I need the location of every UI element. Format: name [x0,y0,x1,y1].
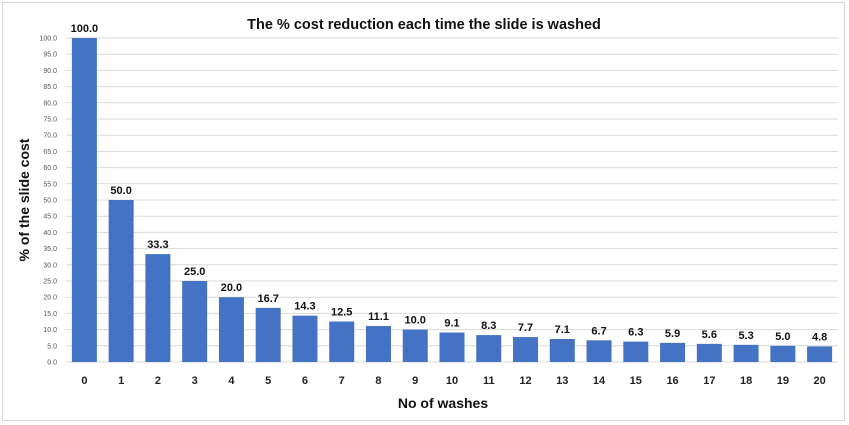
bar [586,340,612,362]
x-tick-label: 8 [375,375,381,387]
y-tick-label: 50.0 [43,198,57,205]
bar [733,344,759,362]
y-tick-label: 80.0 [43,100,57,107]
bar [660,342,686,362]
data-label: 25.0 [184,266,205,278]
bar [807,346,833,362]
data-label: 8.3 [481,320,496,332]
data-label: 11.1 [368,311,389,323]
bar [182,281,208,362]
x-tick-label: 9 [412,375,418,387]
y-tick-label: 15.0 [43,311,57,318]
bar [255,307,281,362]
bar [439,332,465,362]
x-tick-label: 4 [228,375,235,387]
x-tick-label: 13 [556,375,568,387]
y-axis-ticks: 0.0 5.0 10.0 15.0 20.0 25.0 30.0 35.0 40.0 45.0 50… [39,36,57,367]
y-tick-label: 70.0 [43,133,57,140]
x-tick-label: 6 [302,375,308,387]
y-tick-label: 85.0 [43,84,57,91]
data-label: 10.0 [405,315,426,327]
bar [770,345,796,362]
y-tick-label: 75.0 [43,117,57,124]
data-label: 5.9 [665,328,680,340]
x-tick-label: 20 [813,375,825,387]
y-tick-label: 10.0 [43,327,57,334]
y-tick-label: 90.0 [43,68,57,75]
y-tick-label: 5.0 [47,343,57,350]
y-tick-label: 45.0 [43,214,57,221]
y-tick-label: 35.0 [43,246,57,253]
x-axis-title: No of washes [398,395,488,411]
bar [549,338,575,362]
y-tick-label: 40.0 [43,230,57,237]
bar [513,337,539,362]
bar [696,343,722,362]
y-tick-label: 25.0 [43,279,57,286]
y-tick-label: 0.0 [47,360,57,367]
x-tick-label: 3 [192,375,198,387]
y-tick-label: 65.0 [43,149,57,156]
bar [108,200,134,362]
data-label: 6.7 [591,325,606,337]
x-tick-label: 1 [118,375,124,387]
data-label: 14.3 [294,301,315,313]
bar [292,315,318,362]
data-label: 9.1 [444,318,459,330]
x-axis-ticks: 0 1 2 3 4 5 6 7 8 9 10 11 12 13 14 15 16 17 18 19 20 [81,375,825,387]
y-tick-label: 30.0 [43,262,57,269]
data-label: 7.1 [555,324,570,336]
bar [218,297,244,362]
data-labels: 100.0 50.0 33.3 25.0 20.0 16.7 14.3 12.5 11.1 10.… [71,23,828,343]
y-tick-label: 100.0 [39,36,57,43]
bar [623,341,649,362]
y-tick-label: 60.0 [43,165,57,172]
bars [71,38,833,362]
x-tick-label: 18 [740,375,752,387]
x-tick-label: 15 [630,375,642,387]
data-label: 12.5 [331,307,352,319]
data-label: 50.0 [110,185,131,197]
y-axis-title: % of the slide cost [16,138,32,261]
bar [402,329,428,362]
data-label: 5.0 [775,331,790,343]
bar [145,254,171,362]
data-label: 100.0 [71,23,99,35]
data-label: 5.6 [702,329,717,341]
x-tick-label: 16 [666,375,678,387]
data-label: 33.3 [147,239,168,251]
y-tick-label: 95.0 [43,52,57,59]
data-label: 20.0 [221,282,242,294]
bar [329,321,355,362]
data-label: 5.3 [738,330,753,342]
x-tick-label: 14 [593,375,606,387]
data-label: 6.3 [628,327,643,339]
y-tick-label: 20.0 [43,295,57,302]
x-tick-label: 0 [81,375,87,387]
x-tick-label: 7 [339,375,345,387]
x-tick-label: 17 [703,375,715,387]
data-label: 7.7 [518,322,533,334]
x-tick-label: 5 [265,375,271,387]
bar [71,38,97,362]
bar [365,326,391,362]
gridlines [66,37,838,363]
x-tick-label: 10 [446,375,458,387]
x-tick-label: 19 [777,375,789,387]
y-tick-label: 55.0 [43,181,57,188]
data-label: 16.7 [257,293,278,305]
x-tick-label: 11 [483,375,495,387]
data-label: 4.8 [812,331,827,343]
x-tick-label: 12 [519,375,531,387]
chart-title: The % cost reduction each time the slide… [247,17,601,33]
x-tick-label: 2 [155,375,161,387]
bar [476,335,502,362]
